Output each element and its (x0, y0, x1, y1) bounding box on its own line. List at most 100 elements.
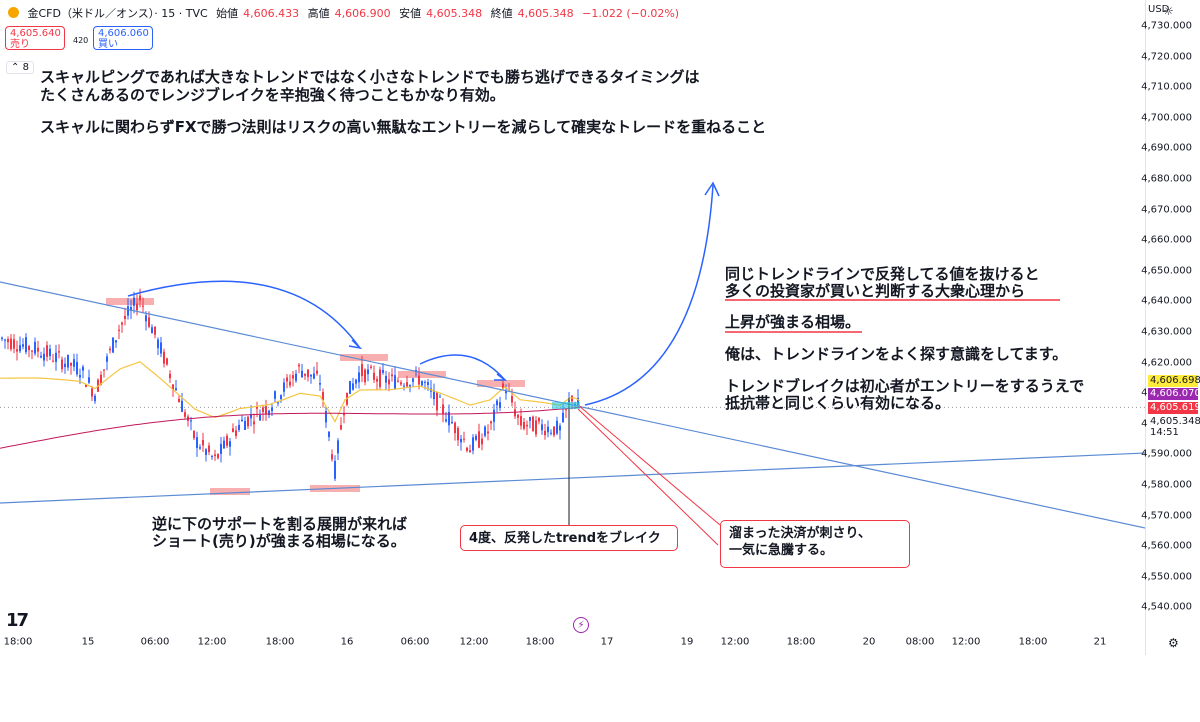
candle-body (511, 396, 513, 403)
note-rise: 上昇が強まる相場。 (725, 313, 861, 331)
candle-body (31, 350, 33, 352)
resistance-highlight (398, 371, 446, 378)
candle-body (121, 322, 123, 325)
note-support-line2: ショート(売り)が強まる相場になる。 (152, 532, 406, 550)
lightning-icon[interactable]: ⚡ (573, 617, 589, 633)
candle-body (139, 295, 141, 301)
price-chart-canvas[interactable] (0, 0, 1145, 722)
candle-body (223, 440, 225, 449)
currency-label[interactable]: USD (1148, 4, 1170, 15)
price-axis-label: 4,590.000 (1141, 448, 1192, 460)
candle-body (427, 382, 429, 386)
candle-body (58, 351, 60, 353)
sell-label: 売り (10, 39, 30, 50)
time-axis-label: 12:00 (951, 636, 981, 648)
candle-body (529, 417, 531, 421)
candle-body (148, 317, 150, 327)
candle-body (559, 425, 561, 431)
sell-button[interactable]: 4,605.640 売り (5, 26, 65, 50)
callout-surge[interactable]: 溜まった決済が刺さり、 一気に急騰する。 (720, 520, 910, 568)
candle-body (307, 369, 309, 377)
open-label: 始値 (216, 7, 239, 20)
candle-body (439, 396, 441, 398)
tradingview-logo[interactable]: 17 (6, 610, 29, 631)
close-value: 4,605.348 (517, 7, 574, 20)
candle-body (127, 306, 129, 316)
price-axis-label: 4,570.000 (1141, 510, 1192, 522)
candle-body (154, 326, 156, 335)
candle-body (28, 346, 30, 351)
candle-body (91, 388, 93, 397)
symbol-title[interactable]: 金CFD（米ドル／オンス）· 15 · TVC (27, 7, 208, 20)
candle-body (112, 337, 114, 353)
buy-button[interactable]: 4,606.060 買い (93, 26, 153, 50)
candle-body (178, 398, 180, 403)
candle-body (115, 340, 117, 343)
price-axis[interactable]: 4,730.000 4,720.000 4,710.000 4,700.000 4,69… (1141, 0, 1200, 655)
low-value: 4,605.348 (426, 7, 483, 20)
candle-body (280, 395, 282, 400)
candle-body (22, 344, 24, 347)
candle-body (61, 359, 63, 370)
candle-body (475, 435, 477, 440)
time-axis-label: 06:00 (400, 636, 430, 648)
buy-price: 4,606.060 (98, 28, 149, 39)
note-beginner-line1: トレンドブレイクは初心者がエントリーをするうえで (725, 377, 1085, 395)
theme-toggle-icon[interactable]: ☼ (1163, 4, 1174, 18)
candle-body (190, 420, 192, 422)
candle-body (19, 345, 21, 352)
candle-body (49, 348, 51, 357)
candle-body (16, 349, 18, 352)
candle-body (289, 381, 291, 386)
candle-body (94, 395, 96, 402)
candle-body (283, 382, 285, 392)
candle-body (82, 366, 84, 371)
candle-body (388, 379, 390, 385)
price-axis-label: 4,630.000 (1141, 326, 1192, 338)
chevron-up-icon: ⌃ (11, 62, 23, 73)
candle-body (460, 438, 462, 443)
candle-body (265, 406, 267, 415)
candle-body (298, 364, 300, 367)
candle-body (547, 426, 549, 433)
settings-gear-icon[interactable]: ⚙ (1168, 636, 1179, 650)
candle-body (556, 420, 558, 434)
candle-body (553, 426, 555, 436)
price-tag: 4,606.698 (1148, 375, 1200, 387)
arrow-head-up (704, 181, 720, 197)
indicator-toggle-button[interactable]: ⌃ 8 (6, 61, 34, 74)
resistance-highlight (340, 354, 388, 361)
candle-body (490, 421, 492, 424)
arrow-head-1 (348, 339, 363, 350)
candle-body (463, 438, 465, 440)
resistance-highlight (477, 380, 525, 387)
gold-icon (8, 7, 19, 18)
candle-body (286, 377, 288, 382)
note-fx-rule: スキャルに関わらずFXで勝つ法則はリスクの高い無駄なエントリーを減らして確実なト… (40, 118, 767, 136)
candle-body (163, 351, 165, 364)
candle-body (424, 381, 426, 383)
candle-body (70, 363, 72, 366)
candle-body (436, 392, 438, 411)
candle-body (304, 373, 306, 376)
price-tag: 14:51 (1148, 427, 1198, 439)
arrow-head-2 (494, 373, 508, 381)
candle-body (214, 454, 216, 457)
candle-body (343, 413, 345, 416)
candle-body (169, 373, 171, 379)
callout-break-trend[interactable]: 4度、反発したtrendをブレイク (460, 525, 678, 551)
spread-value: 420 (73, 36, 89, 45)
candle-body (220, 443, 222, 454)
price-tag: 4,606.070 (1148, 388, 1200, 400)
candle-body (418, 375, 420, 385)
note-scalping-line1: スキャルピングであれば大きなトレンドではなく小さなトレンドでも勝ち逃げできるタイ… (40, 68, 700, 86)
resistance-highlight (106, 298, 154, 305)
candle-body (76, 361, 78, 375)
callout-surge-line1: 溜まった決済が刺さり、 (729, 526, 871, 541)
candle-body (493, 409, 495, 422)
moving-average-yellow (0, 361, 581, 423)
candle-body (445, 419, 447, 422)
candle-body (403, 385, 405, 387)
candle-body (412, 378, 414, 382)
candle-body (274, 391, 276, 399)
